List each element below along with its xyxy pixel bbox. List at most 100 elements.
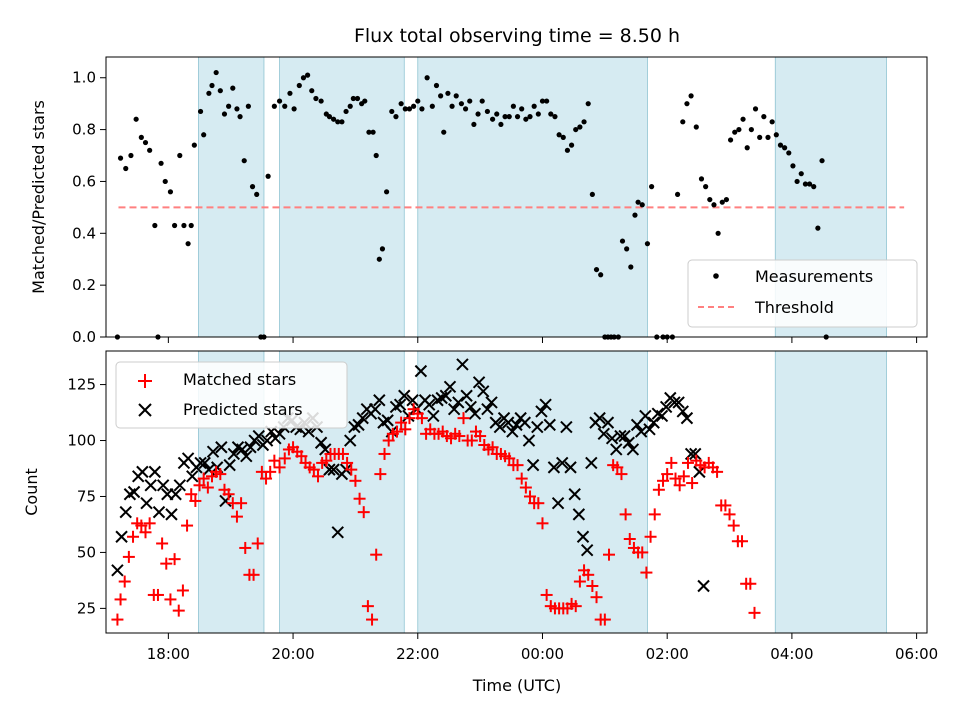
matched-point-50 bbox=[320, 454, 333, 467]
measurement-point-27 bbox=[230, 85, 236, 91]
measurements-points bbox=[114, 69, 829, 340]
matched-point-133 bbox=[665, 456, 678, 469]
predicted-point-108 bbox=[560, 420, 573, 434]
predicted-point-85 bbox=[464, 400, 477, 414]
predicted-point-88 bbox=[477, 385, 490, 398]
bottom-panel: 25 50 75 100 125 18:00 20:00 22:00 00:00 02:00 04:… bbox=[22, 350, 938, 695]
predicted-point-0 bbox=[111, 564, 124, 577]
top-ytick-label-4: 0.8 bbox=[72, 121, 96, 139]
matched-point-134 bbox=[669, 472, 682, 485]
measurement-point-54 bbox=[347, 103, 353, 109]
matched-point-61 bbox=[366, 613, 379, 626]
measurement-point-145 bbox=[732, 129, 738, 135]
matched-point-36 bbox=[260, 472, 273, 485]
matched-point-115 bbox=[590, 591, 603, 604]
predicted-point-117 bbox=[597, 427, 611, 441]
measurement-point-72 bbox=[419, 106, 425, 112]
matched-point-82 bbox=[453, 430, 466, 443]
measurement-point-85 bbox=[475, 111, 481, 117]
measurement-point-151 bbox=[757, 134, 763, 140]
matched-point-58 bbox=[353, 492, 366, 505]
measurement-point-96 bbox=[523, 116, 529, 122]
matched-point-83 bbox=[457, 412, 470, 425]
measurement-point-69 bbox=[406, 106, 413, 112]
matched-point-131 bbox=[657, 474, 670, 487]
predicted-point-136 bbox=[676, 405, 689, 418]
xtick-label-6: 06:00 bbox=[895, 645, 938, 663]
matched-point-21 bbox=[197, 472, 210, 485]
matched-point-29 bbox=[230, 510, 243, 523]
matched-point-69 bbox=[399, 423, 412, 436]
legend-measurements-marker bbox=[713, 273, 719, 279]
matched-point-56 bbox=[345, 463, 358, 476]
predicted-point-141 bbox=[697, 579, 710, 593]
predicted-point-65 bbox=[381, 414, 394, 427]
matched-point-13 bbox=[164, 593, 177, 606]
measurement-point-113 bbox=[593, 266, 600, 273]
matched-point-102 bbox=[536, 517, 549, 530]
predicted-point-13 bbox=[165, 508, 178, 521]
predicted-point-32 bbox=[244, 441, 257, 454]
matched-point-113 bbox=[582, 568, 595, 581]
predicted-point-70 bbox=[402, 409, 415, 423]
predicted-point-107 bbox=[556, 456, 569, 470]
legend-matched-label: Matched stars bbox=[183, 370, 296, 389]
matched-point-127 bbox=[640, 566, 653, 579]
xtick-label-4: 02:00 bbox=[646, 645, 689, 663]
measurement-point-58 bbox=[362, 98, 368, 104]
predicted-point-2 bbox=[119, 505, 132, 519]
measurement-point-111 bbox=[585, 101, 591, 107]
measurement-point-98 bbox=[531, 103, 537, 109]
measurement-point-150 bbox=[752, 106, 759, 112]
matched-point-117 bbox=[598, 613, 611, 626]
measurement-point-159 bbox=[790, 163, 796, 169]
matched-point-17 bbox=[181, 519, 194, 532]
measurement-point-70 bbox=[411, 103, 417, 109]
measurement-point-127 bbox=[649, 184, 655, 190]
measurement-point-25 bbox=[221, 111, 228, 117]
measurement-point-152 bbox=[761, 114, 767, 120]
bottom-ytick-label-2: 75 bbox=[77, 487, 96, 505]
matched-point-15 bbox=[172, 604, 185, 617]
matched-point-10 bbox=[151, 588, 164, 601]
predicted-point-34 bbox=[252, 429, 265, 443]
measurement-point-19 bbox=[197, 108, 204, 115]
predicted-point-39 bbox=[273, 427, 286, 441]
predicted-point-71 bbox=[406, 394, 419, 407]
predicted-point-120 bbox=[610, 443, 623, 456]
measurement-point-92 bbox=[506, 114, 512, 120]
measurement-point-161 bbox=[798, 171, 804, 177]
measurement-point-141 bbox=[715, 230, 721, 236]
measurement-point-2 bbox=[123, 165, 129, 172]
measurement-point-43 bbox=[300, 75, 307, 81]
measurement-point-32 bbox=[249, 184, 256, 190]
x-axis-label: Time (UTC) bbox=[472, 676, 561, 695]
predicted-point-106 bbox=[551, 496, 565, 510]
predicted-point-79 bbox=[439, 389, 453, 402]
xtick-label-2: 22:00 bbox=[396, 645, 439, 663]
predicted-point-82 bbox=[452, 396, 465, 409]
measurement-point-68 bbox=[402, 106, 408, 112]
matched-point-16 bbox=[176, 584, 189, 597]
measurement-point-23 bbox=[213, 69, 219, 76]
matched-point-152 bbox=[744, 577, 757, 590]
measurement-point-11 bbox=[162, 178, 168, 185]
measurement-point-157 bbox=[782, 145, 788, 151]
matched-point-96 bbox=[511, 459, 524, 472]
matched-point-68 bbox=[395, 416, 408, 429]
matched-point-103 bbox=[540, 588, 553, 601]
matched-point-73 bbox=[415, 412, 428, 425]
measurement-point-18 bbox=[191, 142, 197, 148]
bottom-ytick-label-3: 100 bbox=[67, 432, 96, 450]
predicted-point-103 bbox=[539, 398, 552, 411]
measurement-point-83 bbox=[467, 98, 473, 104]
matched-point-128 bbox=[644, 530, 657, 543]
predicted-point-52 bbox=[327, 463, 340, 476]
matched-point-110 bbox=[569, 600, 582, 613]
measurement-point-77 bbox=[441, 129, 447, 135]
measurement-point-90 bbox=[498, 121, 504, 128]
matched-point-146 bbox=[719, 499, 732, 512]
legend-predicted-label: Predicted stars bbox=[183, 400, 303, 419]
matched-point-148 bbox=[727, 519, 740, 532]
measurement-point-122 bbox=[628, 264, 634, 270]
